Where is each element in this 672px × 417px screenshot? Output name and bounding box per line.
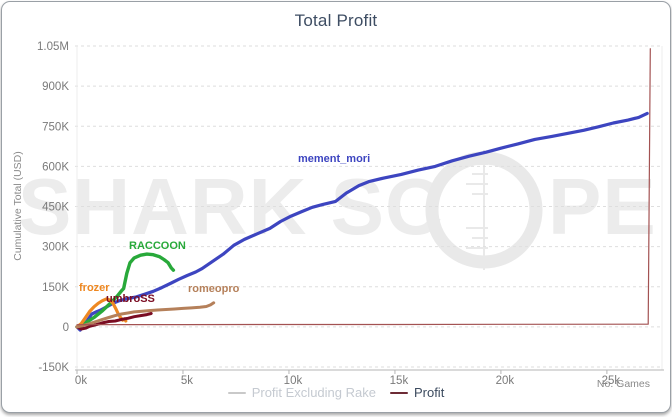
y-tick-label: 0 xyxy=(63,322,69,334)
x-tick-label: 15k xyxy=(390,375,409,387)
legend-label-profit: Profit xyxy=(413,385,445,400)
series-label-romeopro: romeopro xyxy=(188,283,240,295)
x-tick-label: 10k xyxy=(284,375,303,387)
y-tick-label: 300K xyxy=(42,242,69,254)
series-label-umbroSS: umbroSS xyxy=(106,293,155,305)
x-axis-title: No. Games xyxy=(596,378,650,390)
y-tick-label: 600K xyxy=(42,161,69,173)
series-line-RACCOON xyxy=(75,252,176,329)
legend: Profit Excluding Rake Profit xyxy=(2,385,670,400)
y-axis-title: Cumulative Total (USD) xyxy=(12,151,24,261)
chart-title: Total Profit xyxy=(294,11,378,30)
x-tick-label: 20k xyxy=(496,375,515,387)
x-tick-label: 0k xyxy=(75,375,87,387)
legend-label-profit-excluding-rake: Profit Excluding Rake xyxy=(251,385,376,400)
y-tick-label: 450K xyxy=(42,202,69,214)
series-line-romeopro xyxy=(75,301,216,329)
series-label-mement_mori: mement_mori xyxy=(298,153,370,165)
y-tick-label: 900K xyxy=(42,81,69,93)
series-label-frozer: frozer xyxy=(79,282,110,294)
legend-item-profit[interactable]: Profit xyxy=(389,385,445,400)
y-tick-label: 750K xyxy=(42,121,69,133)
series-line-umbroSS xyxy=(75,312,153,331)
y-tick-label: 150K xyxy=(42,282,69,294)
series-line-unlabeled_profit_line xyxy=(76,48,651,326)
x-tick-label: 25k xyxy=(602,375,621,387)
legend-swatch-profit-excluding-rake xyxy=(227,391,246,394)
series-line-mement_mori xyxy=(75,111,649,332)
sharkscope-watermark: SHARK SC PE xyxy=(18,150,657,270)
y-tick-label: -150K xyxy=(38,362,69,374)
watermark-text-right: PE xyxy=(548,162,657,251)
legend-swatch-profit xyxy=(389,391,408,394)
legend-item-profit-excluding-rake[interactable]: Profit Excluding Rake xyxy=(227,385,376,400)
series-label-RACCOON: RACCOON xyxy=(129,240,186,252)
y-tick-label: 1.05M xyxy=(37,41,69,53)
x-tick-label: 5k xyxy=(181,375,193,387)
